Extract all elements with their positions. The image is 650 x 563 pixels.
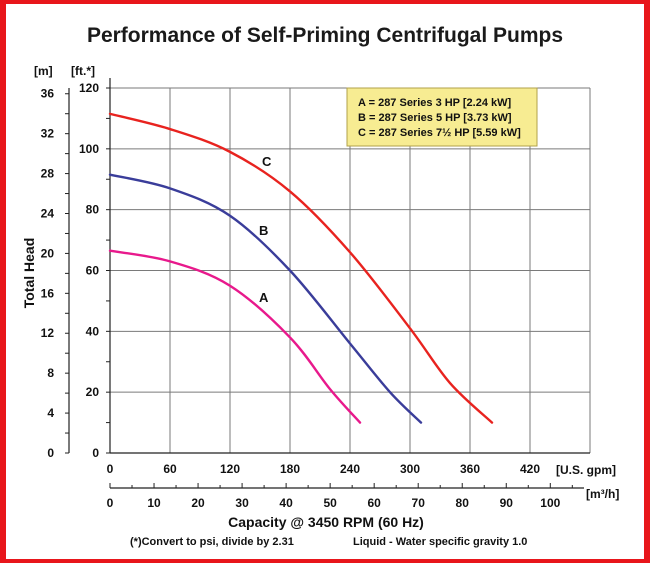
x-tick-label-m3h: 80: [456, 496, 470, 510]
x-tick-label-gpm: 180: [280, 462, 300, 476]
y-tick-label-meters: 36: [41, 87, 55, 101]
x-tick-label-m3h: 90: [500, 496, 514, 510]
y-tick-label-meters: 32: [41, 127, 55, 141]
y-tick-label-meters: 24: [41, 206, 55, 220]
x-tick-label-m3h: 0: [107, 496, 114, 510]
legend-entry-b: B = 287 Series 5 HP [3.73 kW]: [358, 112, 512, 124]
x-tick-label-gpm: 300: [400, 462, 420, 476]
axes: [65, 78, 590, 489]
y-tick-label-meters: 20: [41, 246, 55, 260]
x-tick-label-m3h: 50: [323, 496, 337, 510]
x-tick-label-gpm: 420: [520, 462, 540, 476]
y-axis-label: Total Head: [21, 238, 37, 309]
x-tick-label-gpm: 60: [163, 462, 177, 476]
x-top-unit: [U.S. gpm]: [556, 463, 616, 477]
y-tick-label-feet: 100: [79, 142, 99, 156]
y-tick-label-feet: 80: [86, 203, 100, 217]
x-tick-label-gpm: 120: [220, 462, 240, 476]
series-label-a: A: [259, 290, 269, 305]
series-line-a: [108, 249, 362, 424]
x-axis-label: Capacity @ 3450 RPM (60 Hz): [228, 514, 424, 530]
x-tick-label-gpm: 240: [340, 462, 360, 476]
series: A B C: [108, 112, 494, 424]
legend: A = 287 Series 3 HP [2.24 kW] B = 287 Se…: [346, 87, 538, 147]
x-tick-label-gpm: 0: [107, 462, 114, 476]
series-label-c: C: [262, 154, 272, 169]
y-tick-label-meters: 12: [41, 326, 55, 340]
chart-title: Performance of Self-Priming Centrifugal …: [87, 24, 563, 47]
y-right-unit: [ft.*]: [71, 64, 95, 78]
legend-entry-a: A = 287 Series 3 HP [2.24 kW]: [358, 97, 512, 109]
grid: [109, 87, 591, 454]
x-tick-label-m3h: 70: [412, 496, 426, 510]
x-tick-label-m3h: 10: [147, 496, 161, 510]
y-tick-label-meters: 28: [41, 167, 55, 181]
legend-background: [346, 87, 538, 147]
y-tick-label-feet: 0: [92, 446, 99, 460]
x-bottom-unit: [m³/h]: [586, 487, 619, 501]
x-tick-label-m3h: 40: [279, 496, 293, 510]
y-tick-label-feet: 20: [86, 385, 100, 399]
series-label-b: B: [259, 223, 268, 238]
chart-svg: Performance of Self-Priming Centrifugal …: [21, 24, 619, 548]
legend-entry-c: C = 287 Series 7½ HP [5.59 kW]: [358, 127, 521, 139]
y-left-unit: [m]: [34, 64, 53, 78]
y-tick-label-feet: 120: [79, 81, 99, 95]
y-tick-label-feet: 40: [86, 324, 100, 338]
x-tick-label-gpm: 360: [460, 462, 480, 476]
x-tick-label-m3h: 20: [191, 496, 205, 510]
series-line-b: [108, 173, 423, 424]
x-tick-label-m3h: 60: [367, 496, 381, 510]
y-tick-label-meters: 16: [41, 286, 55, 300]
series-line-c: [108, 112, 494, 424]
x-tick-label-m3h: 30: [235, 496, 249, 510]
x-tick-label-m3h: 100: [540, 496, 560, 510]
y-tick-label-meters: 0: [47, 446, 54, 460]
y-tick-label-meters: 8: [47, 366, 54, 380]
y-tick-label-meters: 4: [47, 406, 54, 420]
y-tick-label-feet: 60: [86, 264, 100, 278]
footnote-left: (*)Convert to psi, divide by 2.31: [130, 536, 294, 548]
footnote-right: Liquid - Water specific gravity 1.0: [353, 536, 527, 548]
chart-frame: Performance of Self-Priming Centrifugal …: [6, 4, 644, 559]
